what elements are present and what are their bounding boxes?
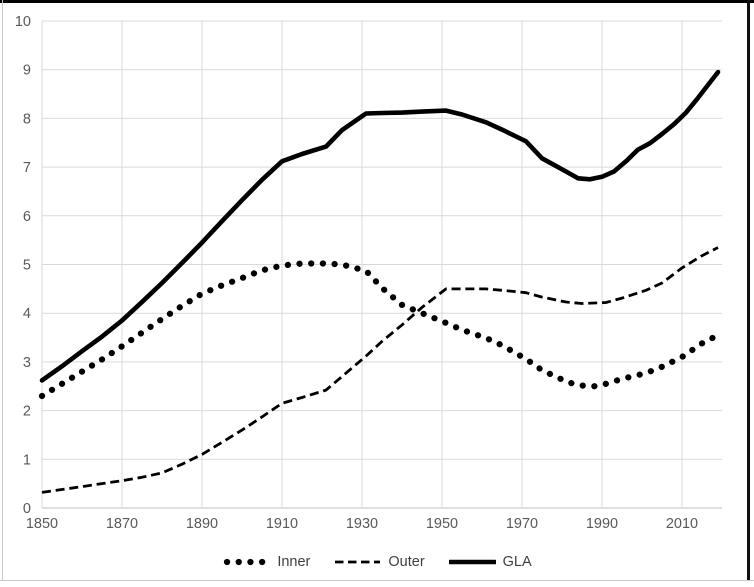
y-tick-label: 5	[23, 258, 31, 274]
y-tick-label: 7	[23, 160, 31, 176]
legend-label-gla: GLA	[502, 553, 532, 570]
frame-left-edge	[2, 0, 3, 581]
frame-right-edge	[747, 0, 750, 581]
frame-bottom-edge	[0, 580, 754, 581]
x-tick-label: 1950	[426, 516, 458, 532]
y-tick-label: 10	[15, 14, 31, 30]
x-tick-label: 1970	[506, 516, 538, 532]
y-tick-label: 3	[23, 355, 31, 371]
dotted-line-icon	[224, 558, 271, 566]
y-tick-label: 8	[23, 111, 31, 127]
legend-item-gla: GLA	[448, 553, 532, 570]
legend-label-outer: Outer	[388, 553, 425, 570]
series-line-inner	[38, 260, 722, 400]
legend-item-outer: Outer	[334, 553, 425, 570]
x-tick-label: 1870	[106, 516, 138, 532]
x-tick-label: 1910	[266, 516, 298, 532]
y-tick-label: 0	[23, 501, 31, 517]
solid-line-icon	[448, 559, 496, 565]
y-tick-label: 1	[23, 452, 31, 468]
y-tick-label: 2	[23, 404, 31, 420]
series-line-outer	[41, 246, 719, 494]
x-tick-label: 1930	[346, 516, 378, 532]
legend-item-inner: Inner	[222, 555, 310, 570]
x-tick-label: 1850	[26, 516, 58, 532]
y-tick-label: 6	[23, 209, 31, 225]
frame-top-edge	[0, 0, 754, 3]
legend: Inner Outer GLA	[0, 549, 754, 575]
legend-label-inner: Inner	[277, 553, 311, 570]
x-tick-label: 1890	[186, 516, 218, 532]
y-tick-label: 4	[23, 306, 31, 322]
dashed-line-icon	[335, 560, 381, 564]
y-tick-label: 9	[23, 63, 31, 79]
x-tick-label: 1990	[586, 516, 618, 532]
x-tick-label: 2010	[666, 516, 698, 532]
series-line-gla	[39, 69, 721, 383]
